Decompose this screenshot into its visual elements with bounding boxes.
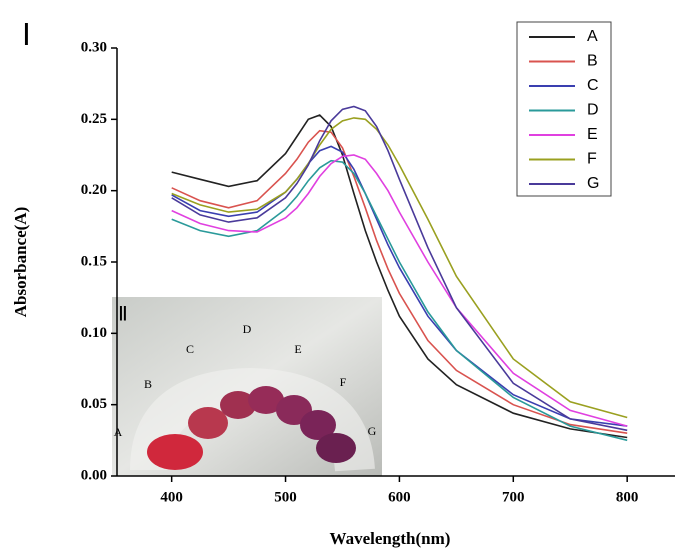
y-tick-label: 0.00 — [81, 467, 107, 483]
tube-liquid — [316, 433, 356, 463]
legend-label: C — [587, 77, 599, 94]
tube-label: G — [368, 424, 377, 438]
tube-rack — [130, 367, 375, 473]
y-tick-label: 0.30 — [81, 39, 107, 55]
data-line — [171, 114, 628, 439]
y-tick-label: 0.25 — [81, 111, 107, 127]
legend-box — [516, 21, 612, 197]
y-tick-label: 0.05 — [81, 396, 107, 412]
data-line — [171, 105, 628, 432]
data-line — [171, 129, 628, 434]
x-tick-label: 800 — [616, 489, 639, 505]
tube-liquid — [248, 386, 284, 414]
tube-liquid — [300, 410, 336, 440]
y-tick-label: 0.20 — [81, 182, 107, 198]
inset-label: Ⅱ — [118, 304, 128, 326]
x-tick-label: 500 — [274, 489, 297, 505]
y-tick-label: 0.10 — [81, 325, 107, 341]
tube-label: C — [186, 342, 194, 356]
x-tick-label: 600 — [388, 489, 411, 505]
tube-liquid — [147, 434, 203, 470]
tube-label: A — [114, 425, 123, 439]
x-axis-title: Wavelength(nm) — [330, 529, 451, 548]
tube-label: F — [340, 375, 347, 389]
tube-liquid — [220, 391, 256, 419]
panel-label: Ⅰ — [22, 19, 31, 52]
data-line — [171, 154, 628, 427]
y-tick-label: 0.15 — [81, 253, 107, 269]
tube-label: E — [294, 342, 301, 356]
legend-label: A — [587, 28, 598, 45]
legend-label: G — [587, 175, 599, 192]
legend-label: D — [587, 102, 599, 119]
x-tick-label: 400 — [160, 489, 183, 505]
y-axis-title: Absorbance(A) — [11, 207, 30, 318]
legend-label: E — [587, 126, 598, 143]
x-tick-label: 700 — [502, 489, 525, 505]
tube-label: D — [243, 322, 252, 336]
tube-label: B — [144, 377, 152, 391]
data-line — [171, 159, 628, 442]
legend-label: F — [587, 151, 597, 168]
data-line — [171, 117, 628, 419]
legend-label: B — [587, 53, 598, 70]
inset-photo: Ⅱ A B C D E F G — [112, 297, 382, 476]
tube-liquid — [188, 407, 228, 439]
